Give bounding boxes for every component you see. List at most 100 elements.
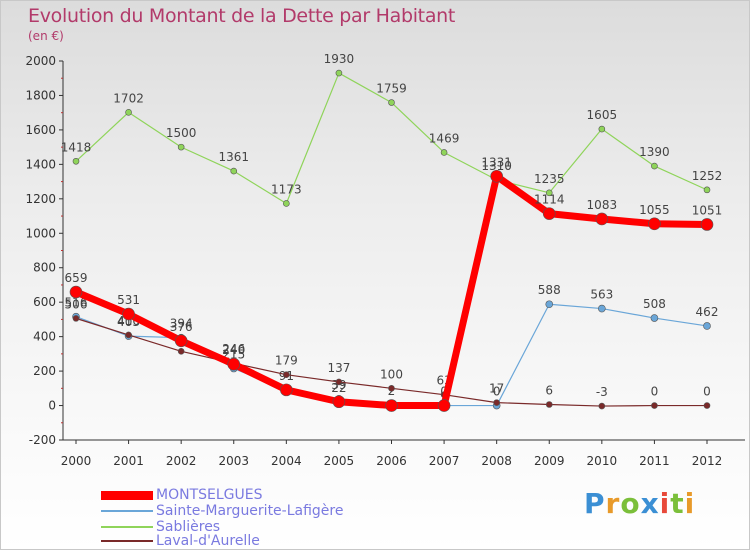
data-label-sainte-marguerite-lafig-re: 516 (65, 296, 88, 310)
data-point-montselgues (648, 217, 661, 231)
data-point-sainte-marguerite-lafig-re (545, 300, 554, 309)
data-point-sabli-res (335, 69, 343, 77)
legend-swatch (101, 491, 153, 500)
logo-letter: t (670, 487, 685, 520)
data-point-laval-d-aurelle (72, 315, 80, 322)
data-point-sabli-res (283, 200, 290, 207)
data-point-sainte-marguerite-lafig-re (650, 314, 659, 322)
x-tick-label: 2002 (166, 454, 197, 468)
data-point-montselgues (227, 357, 241, 371)
data-label-sainte-marguerite-lafig-re: 394 (170, 317, 193, 331)
logo-letter: x (640, 487, 660, 520)
x-tick-label: 2000 (61, 454, 92, 468)
data-point-montselgues (385, 399, 398, 412)
data-point-sabli-res (545, 189, 553, 197)
data-point-sabli-res (440, 149, 448, 156)
x-tick-label: 2007 (429, 454, 460, 468)
data-label-sainte-marguerite-lafig-re: 563 (590, 288, 613, 302)
data-label-sabli-res: 1469 (429, 131, 460, 145)
data-label-sainte-marguerite-lafig-re: 588 (538, 283, 561, 297)
x-tick-label: 2010 (587, 454, 618, 468)
y-tick-label: 1800 (25, 88, 56, 102)
legend-swatch (101, 510, 153, 512)
data-point-laval-d-aurelle (598, 402, 606, 410)
legend-swatch (101, 526, 153, 528)
data-point-sabli-res (388, 99, 395, 106)
data-label-sabli-res: 1759 (376, 82, 407, 96)
data-label-sabli-res: 1702 (113, 91, 144, 105)
data-label-laval-d-aurelle: 0 (651, 385, 659, 399)
y-tick-label: 200 (33, 364, 56, 378)
data-label-laval-d-aurelle: -3 (596, 385, 608, 399)
data-point-montselgues (174, 334, 188, 348)
data-label-sabli-res: 1252 (692, 169, 723, 183)
data-point-montselgues (332, 395, 346, 409)
legend-label: Sainte-Marguerite-Lafigère (156, 503, 344, 519)
data-point-sabli-res (598, 125, 606, 133)
data-label-montselgues: 1331 (481, 155, 512, 169)
logo-letter: o (620, 487, 641, 520)
legend-swatch (101, 540, 153, 542)
proxiti-logo: Proxiti (584, 487, 695, 520)
data-label-sabli-res: 1361 (218, 150, 249, 164)
data-point-sainte-marguerite-lafig-re (703, 322, 711, 330)
data-label-montselgues: 1055 (639, 203, 670, 217)
data-point-montselgues (490, 169, 503, 183)
y-tick-label: 1000 (25, 226, 56, 240)
data-point-montselgues (69, 285, 83, 299)
data-point-montselgues (280, 383, 293, 397)
data-label-laval-d-aurelle: 6 (545, 384, 553, 398)
data-label-sabli-res: 1390 (639, 145, 670, 159)
data-label-sabli-res: 1930 (324, 52, 355, 66)
y-tick-label: 2000 (25, 54, 56, 68)
data-point-sabli-res (125, 109, 132, 116)
data-label-laval-d-aurelle: 506 (65, 297, 88, 311)
data-label-sabli-res: 1235 (534, 172, 565, 186)
data-label-sainte-marguerite-lafig-re: 462 (696, 305, 719, 319)
x-tick-label: 2006 (376, 454, 407, 468)
x-tick-label: 2004 (271, 454, 302, 468)
data-point-laval-d-aurelle (388, 385, 395, 392)
data-label-laval-d-aurelle: 17 (489, 382, 504, 396)
data-label-montselgues: 1051 (692, 203, 723, 217)
data-label-sabli-res: 1310 (481, 159, 512, 173)
y-tick-label: 400 (33, 330, 56, 344)
data-label-sabli-res: 1173 (271, 182, 302, 196)
data-point-sabli-res (703, 186, 711, 194)
y-tick-label: 0 (48, 399, 56, 413)
data-point-sabli-res (651, 162, 658, 170)
x-tick-label: 2009 (534, 454, 565, 468)
data-point-laval-d-aurelle (545, 401, 553, 408)
x-tick-label: 2008 (481, 454, 512, 468)
data-label-sainte-marguerite-lafig-re: 0 (493, 385, 501, 399)
logo-letter: i (659, 487, 671, 520)
data-point-sainte-marguerite-lafig-re (598, 304, 606, 313)
data-label-sabli-res: 1418 (61, 140, 92, 154)
data-label-laval-d-aurelle: 179 (275, 354, 298, 368)
chart-title: Evolution du Montant de la Dette par Hab… (28, 5, 456, 27)
x-tick-label: 2011 (639, 454, 670, 468)
data-point-montselgues (542, 207, 556, 220)
data-label-sabli-res: 1605 (587, 108, 618, 122)
data-point-montselgues (437, 399, 451, 412)
data-point-laval-d-aurelle (703, 402, 711, 409)
legend-label: Laval-d'Aurelle (156, 533, 260, 549)
logo-letter: i (684, 487, 696, 520)
data-point-laval-d-aurelle (177, 347, 185, 355)
data-point-montselgues (700, 218, 714, 231)
data-label-laval-d-aurelle: 100 (380, 367, 403, 381)
data-point-laval-d-aurelle (125, 331, 132, 339)
y-tick-label: 1200 (25, 192, 56, 206)
data-label-laval-d-aurelle: 137 (327, 361, 350, 375)
legend-label: MONTSELGUES (156, 487, 263, 503)
data-point-laval-d-aurelle (493, 399, 500, 406)
x-tick-label: 2012 (692, 454, 723, 468)
data-point-sabli-res (72, 157, 80, 165)
data-point-sabli-res (177, 143, 185, 151)
data-point-laval-d-aurelle (283, 371, 290, 379)
logo-letter: P (584, 487, 606, 520)
chart-unit: (en €) (28, 29, 64, 43)
data-point-laval-d-aurelle (651, 402, 658, 409)
data-label-montselgues: 659 (65, 271, 88, 285)
